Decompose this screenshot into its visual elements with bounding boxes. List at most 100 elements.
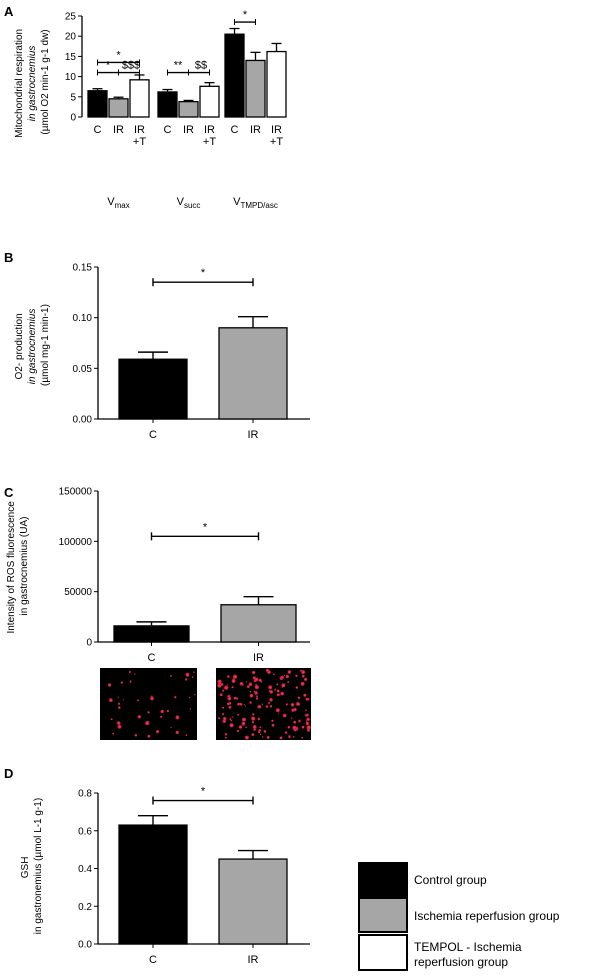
fluorescence-speck	[258, 678, 262, 682]
bar	[199, 85, 220, 118]
fluorescence-speck	[306, 717, 310, 722]
fluorescence-speck	[253, 729, 255, 731]
fluorescence-speck	[257, 717, 261, 721]
fluorescence-speck	[305, 721, 310, 726]
fluorescence-speck	[232, 716, 234, 718]
fluorescence-speck	[296, 702, 300, 706]
fluorescence-speck	[160, 715, 163, 718]
fluorescence-speck	[185, 734, 188, 736]
fluorescence-speck	[239, 681, 244, 686]
fluorescence-speck	[189, 708, 192, 710]
panel-d-ylabel: GSH in gastronemius (µmol L-1 g-1)	[20, 798, 44, 934]
bar	[220, 604, 297, 643]
fluorescence-speck	[253, 690, 256, 693]
legend-swatch-tempol	[358, 934, 408, 971]
fluorescence-speck	[273, 673, 275, 676]
fluorescence-speck	[160, 709, 164, 714]
fluorescence-speck	[185, 672, 190, 677]
y-tick-label: 0.00	[73, 415, 93, 426]
bar	[266, 50, 287, 118]
fluorescence-speck	[228, 705, 232, 709]
fluorescence-speck	[110, 718, 113, 721]
bar	[157, 91, 178, 118]
fluorescence-speck	[276, 693, 280, 697]
x-category-label: IR	[253, 652, 264, 664]
panel-b-letter: B	[4, 250, 13, 265]
fluorescence-speck	[261, 703, 264, 705]
fluorescence-speck	[118, 706, 121, 709]
fluorescence-speck	[242, 717, 246, 722]
fluorescence-speck	[252, 713, 255, 716]
fluorescence-speck	[226, 702, 230, 706]
bar	[178, 100, 199, 118]
fluorescence-speck	[305, 720, 308, 722]
significance-label: *	[243, 9, 248, 21]
x-category-label: C	[148, 652, 156, 664]
fluorescence-speck	[175, 730, 179, 735]
fluorescence-speck	[255, 697, 259, 700]
fluorescence-speck	[249, 693, 254, 698]
fluorescence-speck	[231, 679, 236, 683]
x-category-label: IR	[248, 429, 259, 441]
fluorescence-speck	[137, 715, 141, 719]
fluorescence-speck	[252, 670, 256, 675]
significance-label: *	[106, 60, 111, 72]
fluorescence-speck	[170, 726, 172, 729]
fluorescence-speck	[241, 721, 246, 726]
significance-label: *	[116, 49, 121, 61]
fluorescence-speck	[274, 688, 277, 691]
fluorescence-speck	[243, 704, 245, 706]
fluorescence-speck	[223, 716, 227, 721]
bar	[218, 327, 288, 420]
fluorescence-speck	[295, 686, 299, 689]
y-tick-label: 0.05	[73, 364, 93, 375]
x-category-label: C	[149, 429, 157, 441]
group-label: VTMPD/asc	[233, 196, 278, 210]
fluorescence-speck	[287, 670, 292, 674]
fluorescence-speck	[306, 725, 311, 730]
bar-category-label: IR	[183, 124, 194, 136]
panel-b-ylabel: O2- production in gastrocnemius (µmol mg…	[14, 304, 51, 386]
fluorescence-speck	[188, 696, 191, 699]
bar-category-label: C	[94, 124, 102, 136]
fluorescence-speck	[303, 693, 307, 697]
fluorescence-speck	[295, 674, 298, 678]
fluorescence-speck	[134, 733, 138, 737]
y-tick-label: 100000	[59, 537, 93, 548]
fluorescence-speck	[297, 696, 301, 700]
panel-c-letter: C	[4, 485, 14, 500]
fluorescence-speck	[268, 701, 271, 705]
fluorescence-speck	[227, 675, 230, 678]
fluorescence-speck	[235, 697, 239, 700]
fluorescence-speck	[252, 725, 257, 729]
fluorescence-speck	[109, 698, 113, 703]
fluorescence-speck	[305, 713, 309, 717]
fluorescence-speck	[238, 725, 243, 729]
x-category-label: IR	[248, 954, 259, 966]
fluorescence-speck	[245, 726, 248, 729]
fluorescence-speck	[304, 677, 308, 682]
fluorescence-speck	[300, 681, 305, 686]
fluorescence-speck	[290, 703, 295, 707]
fluorescence-speck	[278, 713, 280, 715]
fluorescence-speck	[147, 711, 150, 714]
y-tick-label: 25	[65, 12, 77, 23]
bar-category-label: IR	[113, 124, 124, 136]
significance-label: $$	[195, 60, 207, 72]
fluorescence-speck	[237, 702, 241, 706]
fluorescence-speck	[193, 671, 195, 673]
panel-d-chart: 0.0 0.2 0.4 0.6 0.8 C IR *	[78, 786, 310, 966]
fluorescence-speck	[245, 681, 248, 683]
fluorescence-speck	[128, 670, 131, 674]
fluorescence-speck	[306, 728, 311, 732]
fluorescence-speck	[217, 683, 222, 688]
fluorescence-speck	[279, 736, 283, 740]
group-label: Vsucc	[177, 196, 201, 210]
y-tick-label: 0	[70, 113, 76, 124]
y-tick-label: 50000	[64, 587, 92, 598]
fluorescence-speck	[166, 709, 170, 713]
fluorescence-speck	[224, 736, 227, 739]
bar	[245, 59, 266, 118]
bar-category-label: IR +T	[270, 124, 283, 148]
y-tick-label: 0.8	[78, 789, 92, 800]
